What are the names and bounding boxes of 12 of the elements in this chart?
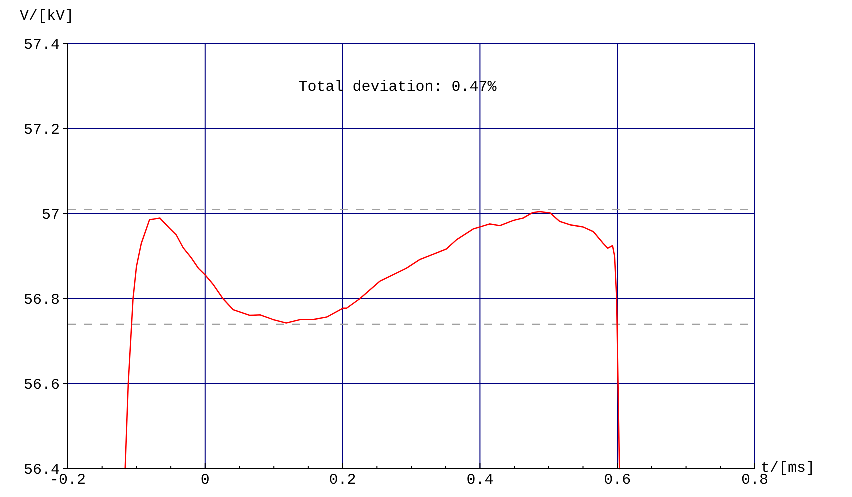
y-axis-title: V/[kV] bbox=[20, 8, 74, 25]
x-tick-label: 0 bbox=[200, 472, 210, 489]
x-tick-label: 0.6 bbox=[604, 472, 632, 489]
x-tick-label: 0.4 bbox=[466, 472, 494, 489]
y-tick-label: 56.6 bbox=[24, 377, 60, 394]
y-tick-label: 56.8 bbox=[24, 292, 60, 309]
x-tick-label: 0.2 bbox=[329, 472, 356, 489]
y-tick-label: 57 bbox=[42, 207, 60, 224]
x-tick-label: 0.8 bbox=[741, 472, 769, 489]
y-tick-label: 57.2 bbox=[24, 122, 60, 139]
y-tick-label: 57.4 bbox=[24, 37, 60, 54]
line-series bbox=[124, 211, 620, 470]
